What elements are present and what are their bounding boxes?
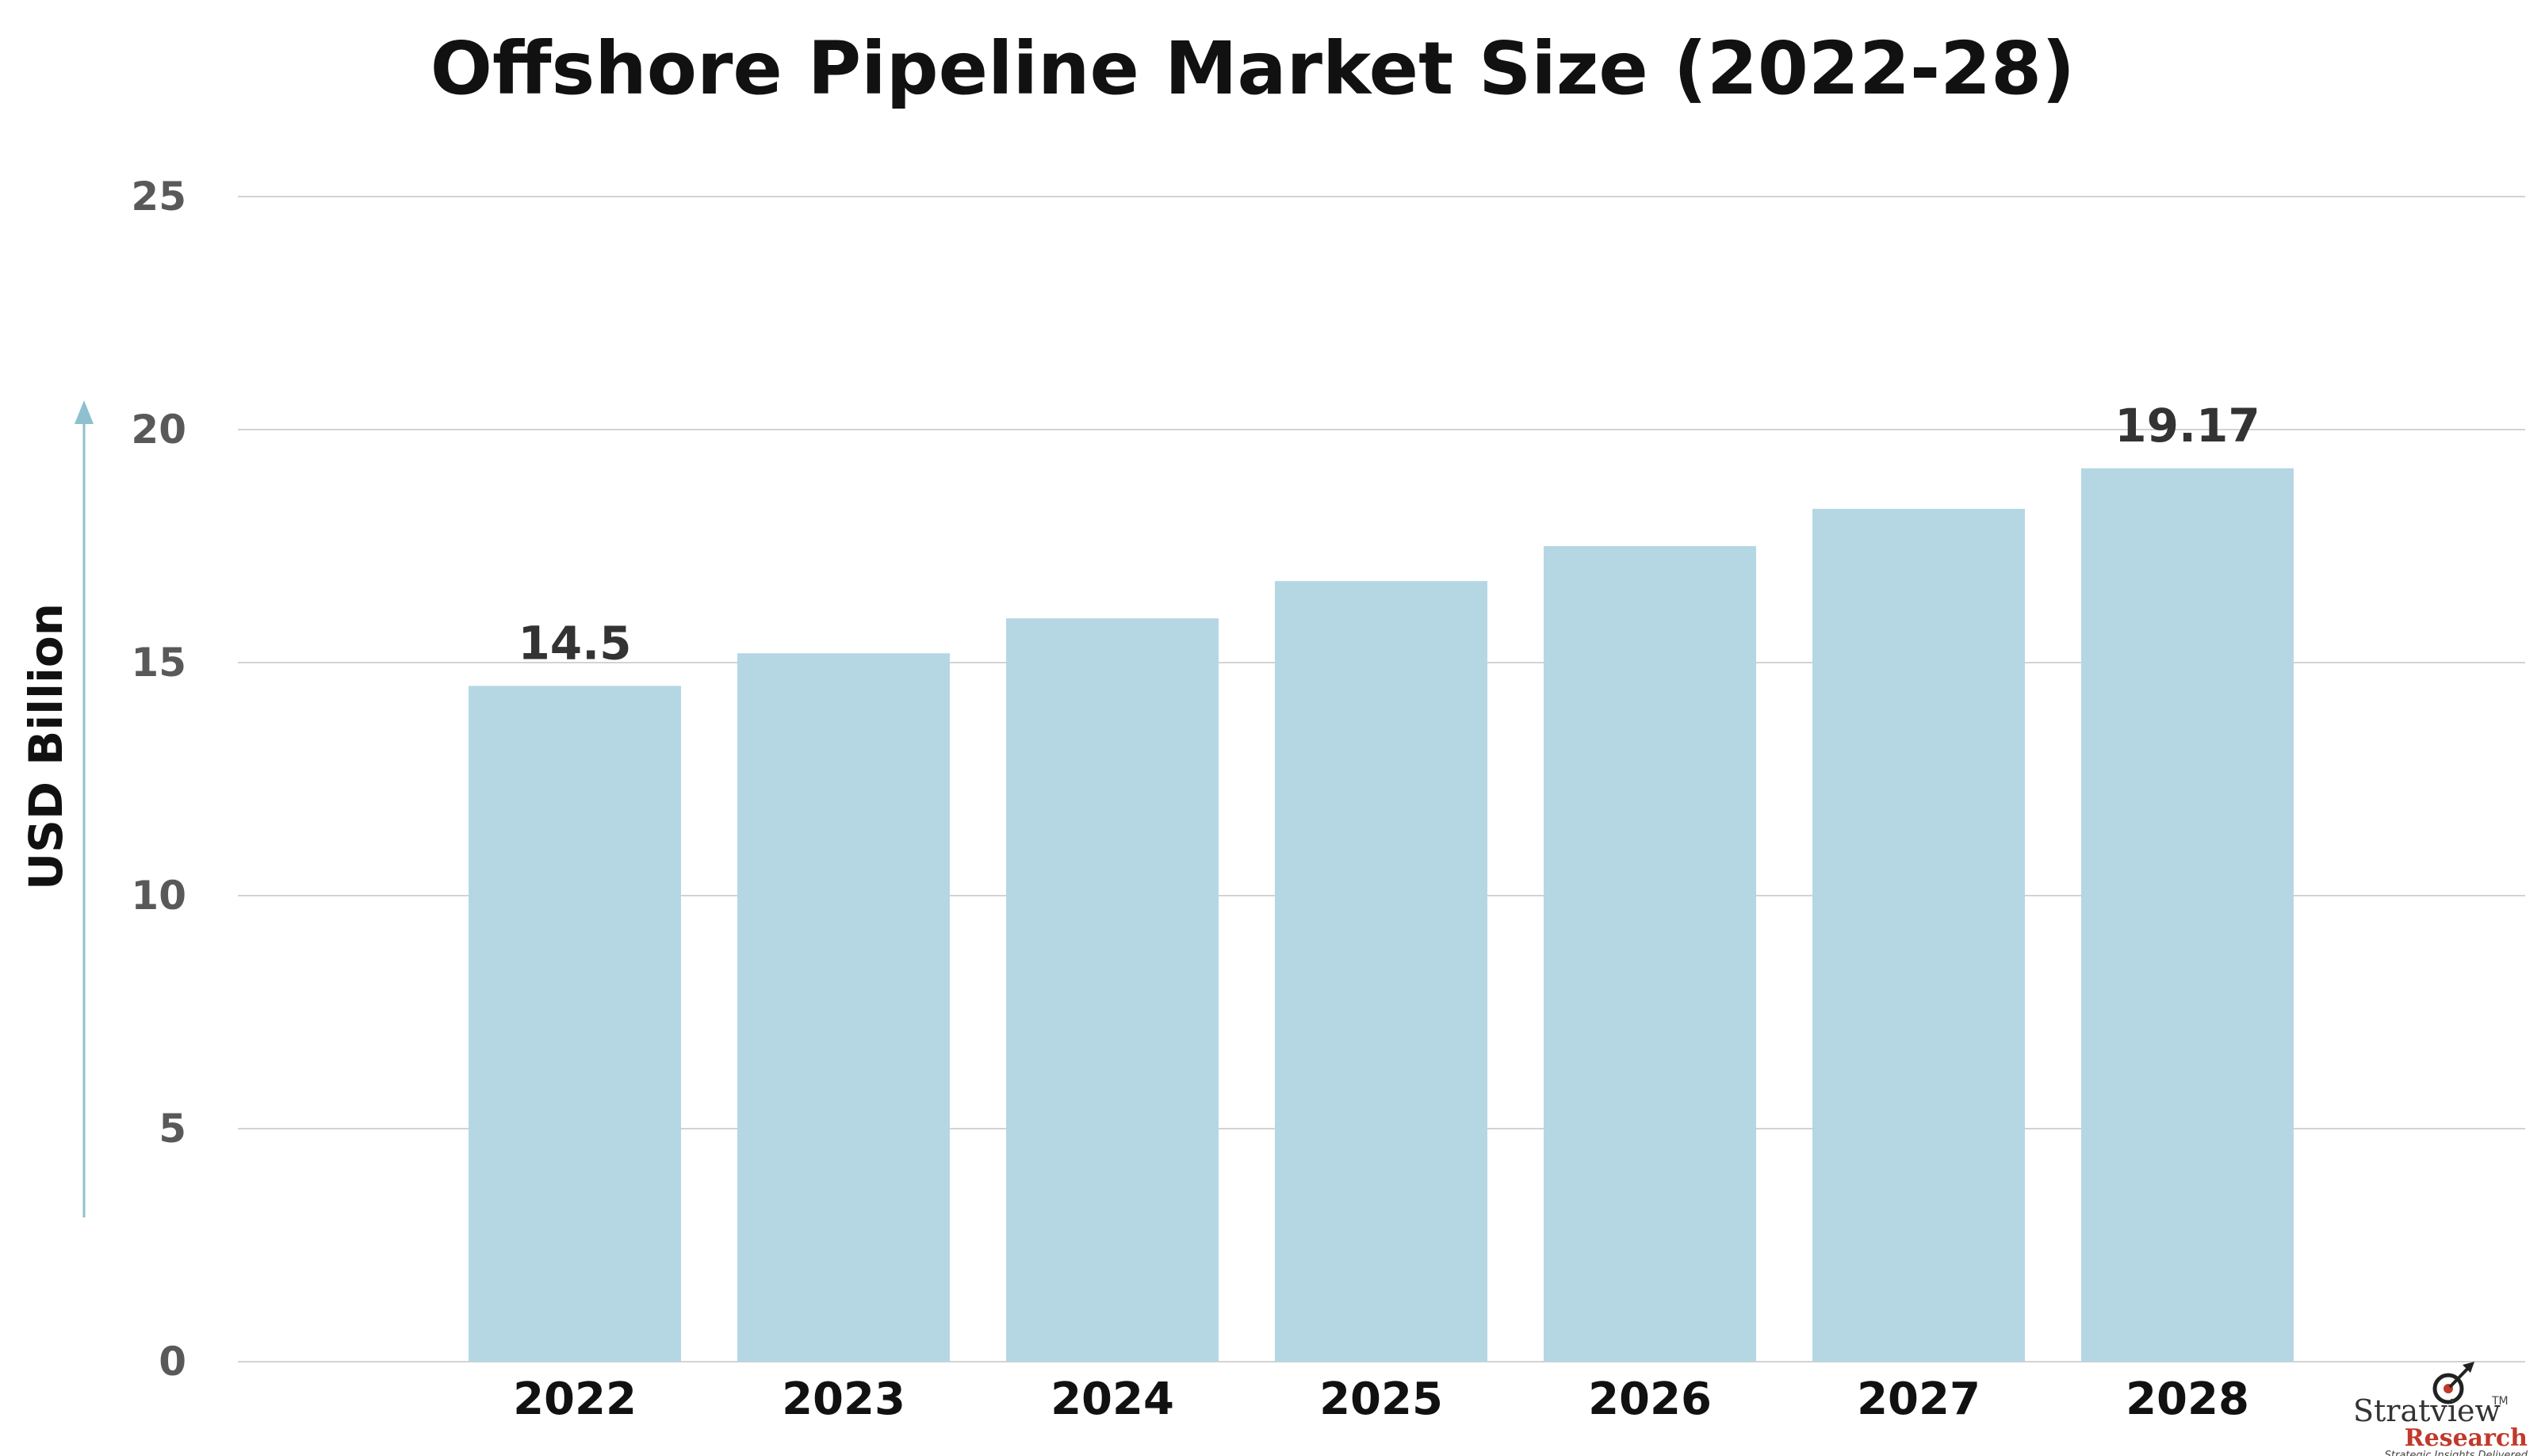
bar-2023 (737, 653, 950, 1362)
logo-tagline: Strategic Insights Delivered (2385, 1450, 2528, 1456)
y-tick-label-20: 20 (131, 407, 186, 453)
x-tick-label-2027: 2027 (1857, 1374, 1981, 1425)
y-tick-label-0: 0 (159, 1339, 186, 1385)
bar-2024 (1006, 618, 1219, 1362)
y-tick-label-10: 10 (131, 873, 186, 919)
y-tick-label-5: 5 (159, 1106, 186, 1152)
x-tick-label-2024: 2024 (1051, 1374, 1174, 1425)
data-labels: 14.5 19.17 (518, 399, 2260, 671)
data-label-2028: 19.17 (2114, 399, 2260, 453)
y-axis-arrow (75, 400, 94, 1217)
x-tick-labels: 2022 2023 2024 2025 2026 2027 2028 (513, 1374, 2249, 1425)
bar-2025 (1275, 581, 1487, 1362)
x-tick-label-2025: 2025 (1319, 1374, 1443, 1425)
logo-name: Stratview (2353, 1393, 2501, 1428)
logo-subtitle: Research (2405, 1424, 2528, 1452)
y-tick-labels: 0 5 10 15 20 25 (131, 174, 186, 1385)
chart-title: Offshore Pipeline Market Size (2022-28) (431, 26, 2075, 111)
bar-2027 (1812, 508, 2025, 1362)
bars (469, 468, 2294, 1362)
x-tick-label-2023: 2023 (782, 1374, 905, 1425)
y-tick-label-25: 25 (131, 174, 186, 220)
bar-2026 (1544, 546, 1756, 1362)
stratview-logo: Stratview TM Research Strategic Insights… (2353, 1362, 2528, 1456)
x-tick-label-2026: 2026 (1588, 1374, 1712, 1425)
logo-trademark: TM (2491, 1395, 2509, 1408)
y-tick-label-15: 15 (131, 640, 186, 686)
x-tick-label-2028: 2028 (2126, 1374, 2249, 1425)
x-tick-label-2022: 2022 (513, 1374, 637, 1425)
bar-2022 (469, 686, 681, 1362)
target-arrow-icon (2432, 1362, 2474, 1404)
data-label-2022: 14.5 (518, 616, 631, 670)
bar-2028 (2081, 468, 2294, 1362)
y-axis-label: USD Billion (19, 603, 73, 890)
